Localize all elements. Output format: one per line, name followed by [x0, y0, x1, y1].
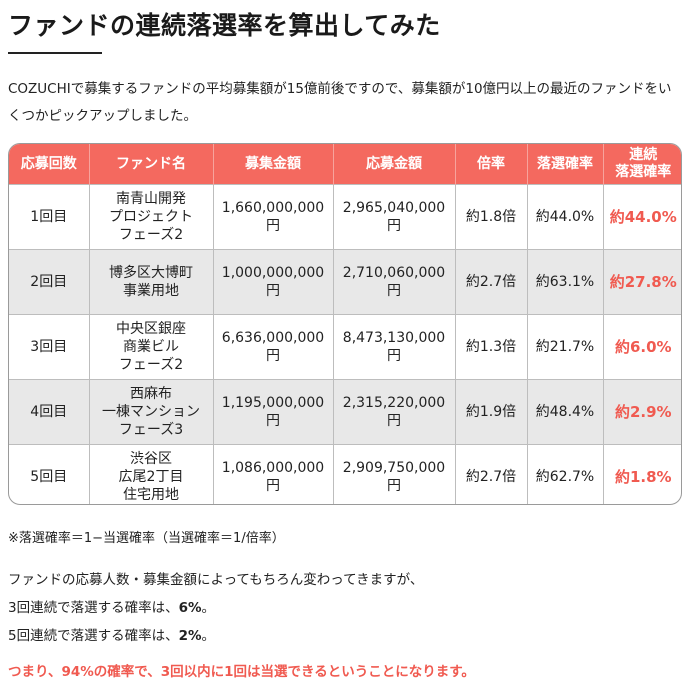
cell-lose-rate: 約21.7% — [527, 314, 604, 380]
cell-round: 3回目 — [9, 314, 90, 380]
page-title: ファンドの連続落選率を算出してみた — [8, 11, 441, 40]
cell-offering-amount: 6,636,000,000 円 — [213, 314, 334, 380]
cell-lose-rate: 約44.0% — [527, 184, 604, 250]
cell-consecutive-lose-rate: 約2.9% — [603, 379, 681, 445]
fund-table-container: 応募回数 ファンド名 募集金額 応募金額 倍率 落選確率 連続 落選確率 1回目… — [8, 143, 682, 505]
table-header-row: 応募回数 ファンド名 募集金額 応募金額 倍率 落選確率 連続 落選確率 — [9, 144, 681, 185]
summary-value: 2% — [178, 628, 202, 644]
cell-ratio: 約2.7倍 — [455, 444, 528, 504]
summary-value: 6% — [178, 600, 202, 616]
cell-consecutive-lose-rate: 約27.8% — [603, 249, 681, 315]
cell-applied-amount: 8,473,130,000 円 — [333, 314, 456, 380]
cell-round: 1回目 — [9, 184, 90, 250]
summary-line: 5回連続で落選する確率は、2%。 — [8, 622, 423, 650]
cell-round: 2回目 — [9, 249, 90, 315]
table-row: 2回目 博多区大博町 事業用地 1,000,000,000 円 2,710,06… — [9, 249, 681, 315]
header-offering-amount: 募集金額 — [213, 144, 334, 185]
table-row: 4回目 西麻布 一棟マンション フェーズ3 1,195,000,000 円 2,… — [9, 379, 681, 445]
summary-line: ファンドの応募人数・募集金額によってもちろん変わってきますが、 — [8, 572, 424, 588]
cell-ratio: 約1.9倍 — [455, 379, 528, 445]
table-row: 3回目 中央区銀座 商業ビル フェーズ2 6,636,000,000 円 8,4… — [9, 314, 681, 380]
summary-text: 5回連続で落選する確率は、 — [8, 628, 179, 644]
conclusion-text: つまり、94%の確率で、3回以内に1回は当選できるということになります。 — [8, 664, 475, 680]
cell-fund-name: 博多区大博町 事業用地 — [89, 249, 214, 315]
cell-fund-name: 渋谷区 広尾2丁目 住宅用地 — [89, 444, 214, 504]
summary-line: 3回連続で落選する確率は、6%。 — [8, 594, 423, 622]
table-row: 5回目 渋谷区 広尾2丁目 住宅用地 1,086,000,000 円 2,909… — [9, 444, 681, 504]
summary-text: 3回連続で落選する確率は、 — [8, 600, 179, 616]
cell-lose-rate: 約63.1% — [527, 249, 604, 315]
cell-round: 5回目 — [9, 444, 90, 504]
cell-applied-amount: 2,710,060,000 円 — [333, 249, 456, 315]
cell-ratio: 約1.3倍 — [455, 314, 528, 380]
summary-text: 。 — [201, 600, 216, 616]
cell-applied-amount: 2,315,220,000 円 — [333, 379, 456, 445]
header-ratio: 倍率 — [455, 144, 528, 185]
cell-fund-name: 南青山開発 プロジェクト フェーズ2 — [89, 184, 214, 250]
header-applied-amount: 応募金額 — [333, 144, 456, 185]
cell-consecutive-lose-rate: 約1.8% — [603, 444, 681, 504]
title-underline — [8, 52, 102, 54]
cell-applied-amount: 2,965,040,000 円 — [333, 184, 456, 250]
cell-offering-amount: 1,195,000,000 円 — [213, 379, 334, 445]
fund-table: 応募回数 ファンド名 募集金額 応募金額 倍率 落選確率 連続 落選確率 1回目… — [9, 144, 681, 504]
cell-offering-amount: 1,660,000,000 円 — [213, 184, 334, 250]
header-lose-rate: 落選確率 — [527, 144, 604, 185]
cell-consecutive-lose-rate: 約6.0% — [603, 314, 681, 380]
cell-lose-rate: 約62.7% — [527, 444, 604, 504]
cell-ratio: 約1.8倍 — [455, 184, 528, 250]
intro-paragraph: COZUCHIで募集するファンドの平均募集額が15億前後ですので、募集額が10億… — [8, 81, 672, 124]
table-row: 1回目 南青山開発 プロジェクト フェーズ2 1,660,000,000 円 2… — [9, 184, 681, 250]
header-consecutive-lose-rate: 連続 落選確率 — [603, 144, 681, 185]
summary-text: 。 — [201, 628, 216, 644]
cell-offering-amount: 1,000,000,000 円 — [213, 249, 334, 315]
cell-fund-name: 西麻布 一棟マンション フェーズ3 — [89, 379, 214, 445]
header-fund-name: ファンド名 — [89, 144, 214, 185]
cell-offering-amount: 1,086,000,000 円 — [213, 444, 334, 504]
cell-lose-rate: 約48.4% — [527, 379, 604, 445]
cell-ratio: 約2.7倍 — [455, 249, 528, 315]
cell-applied-amount: 2,909,750,000 円 — [333, 444, 456, 504]
summary-paragraph: ファンドの応募人数・募集金額によってもちろん変わってきますが、 3回連続で落選す… — [8, 566, 423, 650]
header-application-count: 応募回数 — [9, 144, 90, 185]
cell-fund-name: 中央区銀座 商業ビル フェーズ2 — [89, 314, 214, 380]
formula-note: ※落選確率＝1−当選確率（当選確率＝1/倍率） — [8, 531, 285, 546]
cell-round: 4回目 — [9, 379, 90, 445]
cell-consecutive-lose-rate: 約44.0% — [603, 184, 681, 250]
